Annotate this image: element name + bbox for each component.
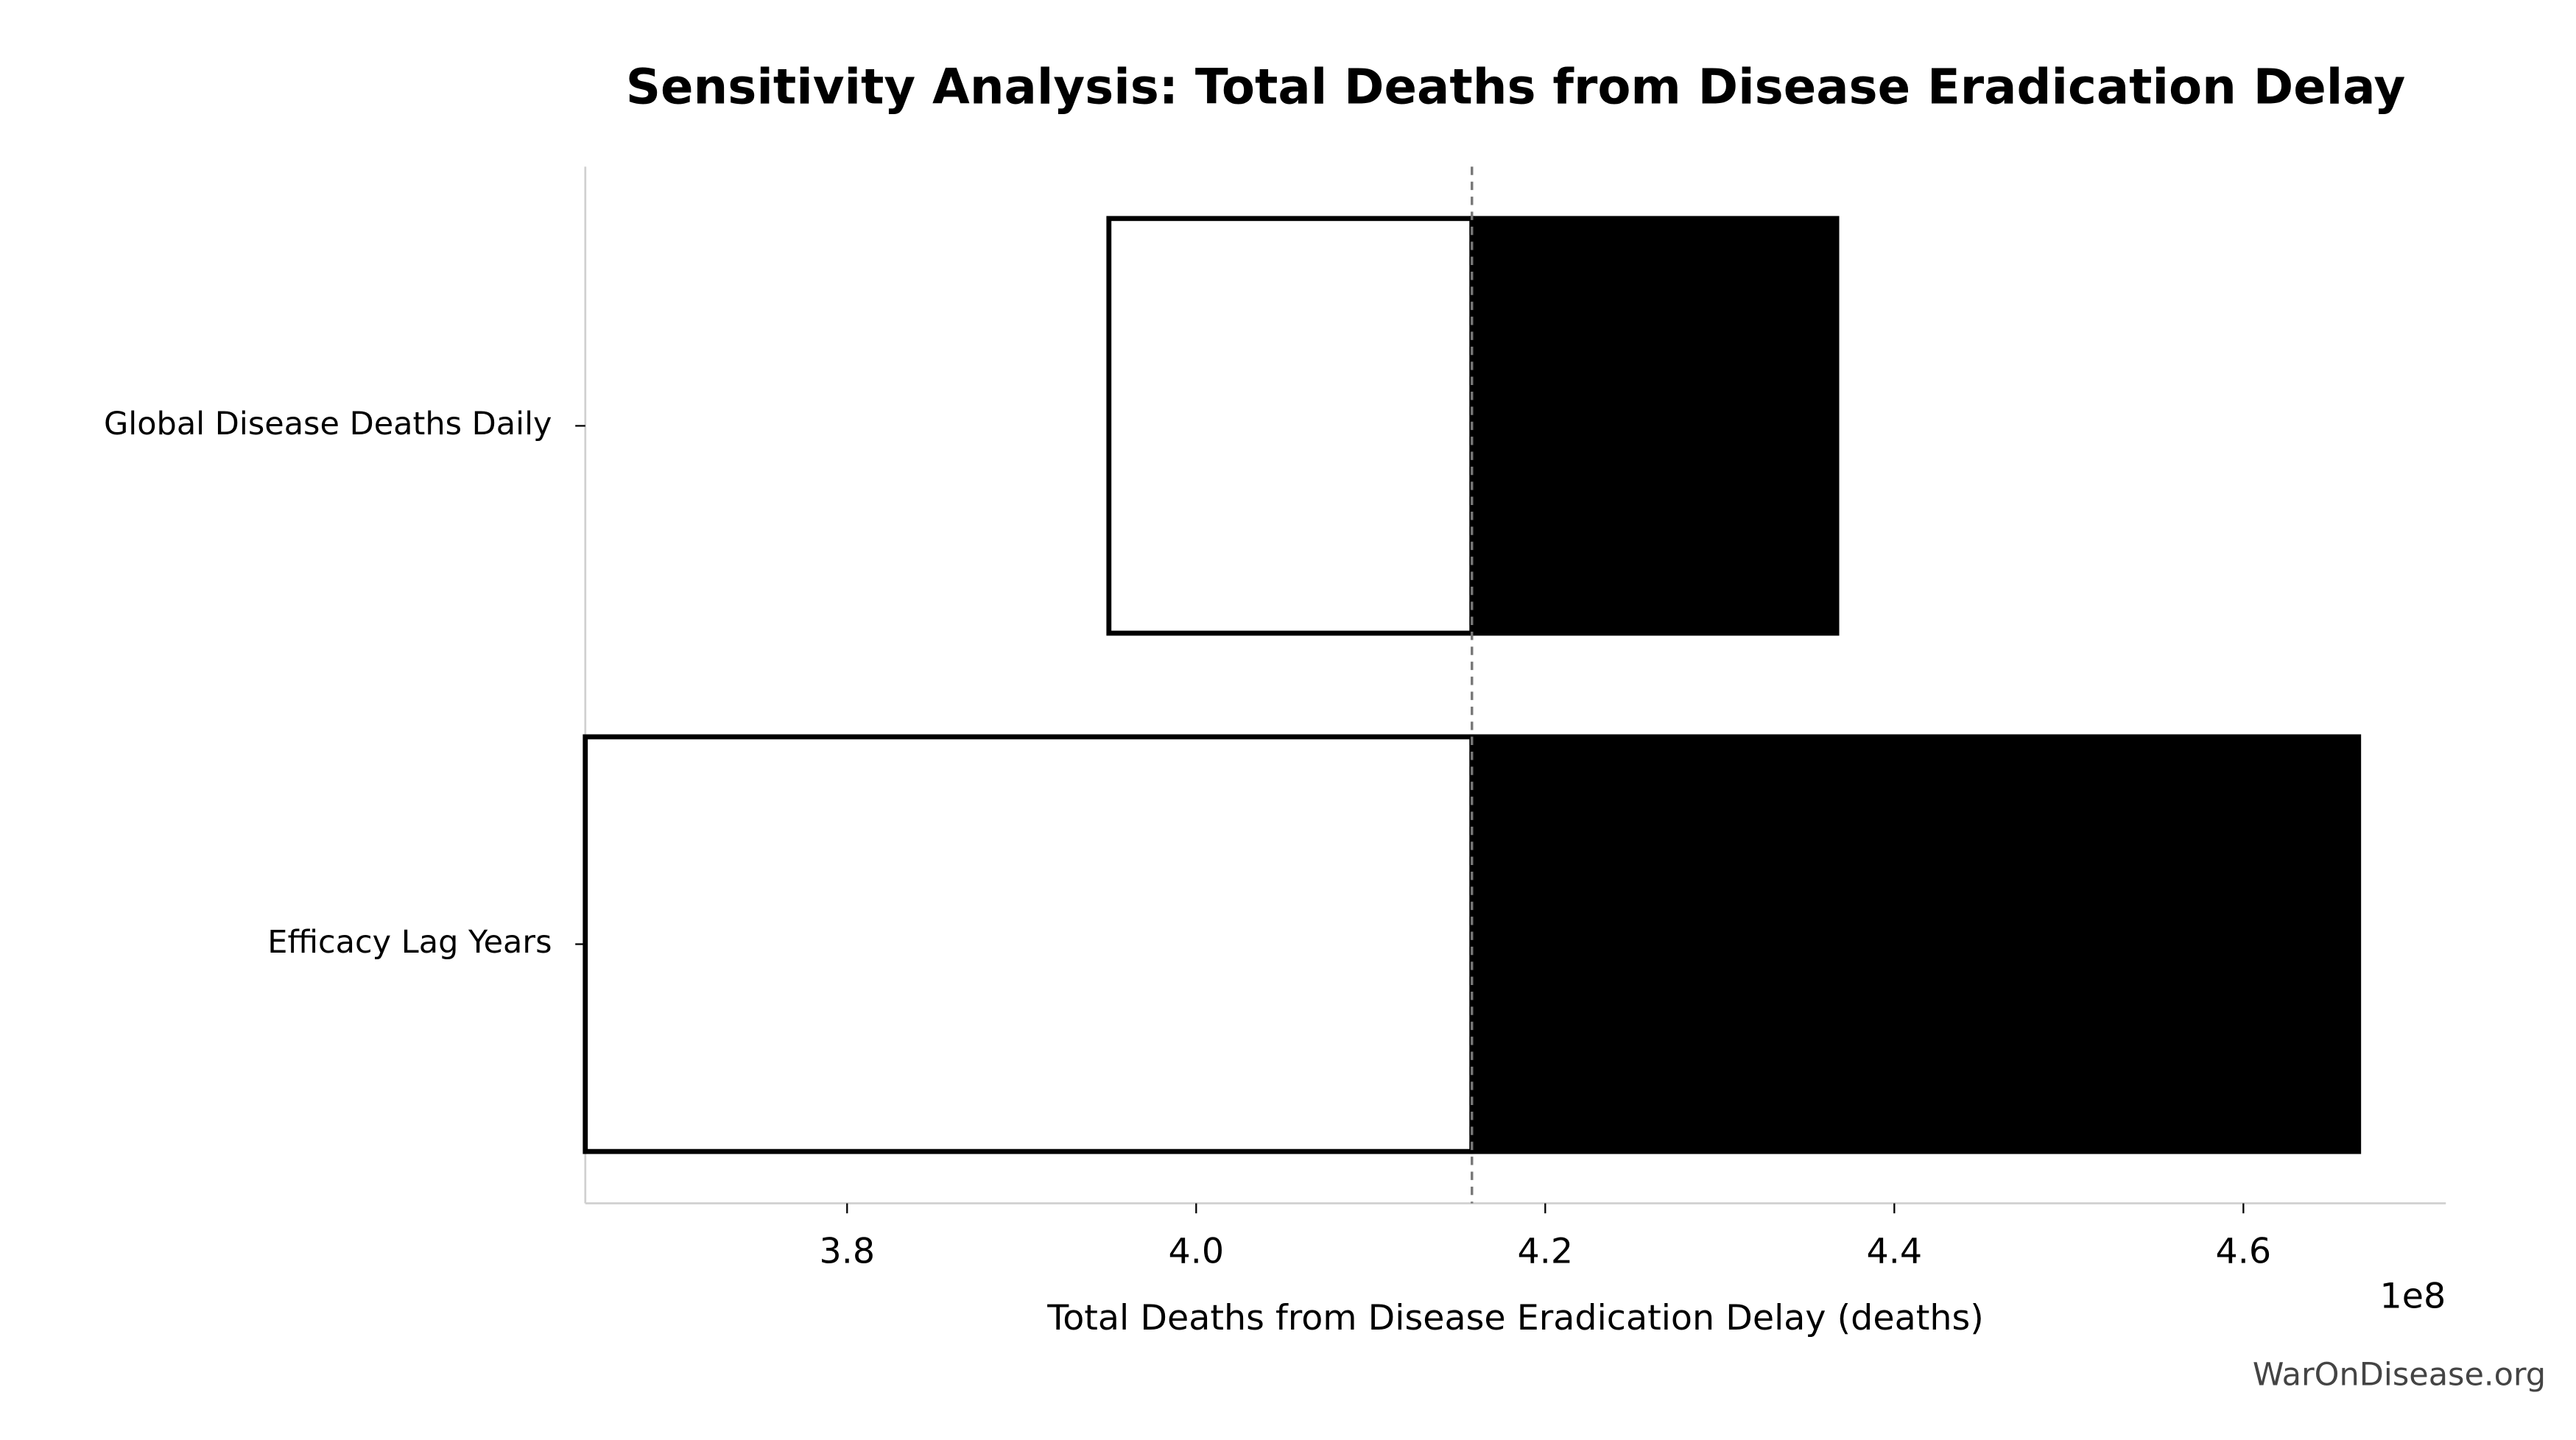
y-tick-label: Efficacy Lag Years — [267, 924, 552, 961]
x-offset-label: 1e8 — [2380, 1277, 2446, 1317]
bar — [583, 734, 1475, 1154]
x-tick-label: 4.0 — [1169, 1231, 1225, 1271]
x-tick-label: 3.8 — [819, 1231, 875, 1271]
bar — [1469, 216, 1840, 636]
y-tick-label: Global Disease Deaths Daily — [104, 406, 552, 442]
bar — [1106, 216, 1475, 636]
watermark: WarOnDisease.org — [2253, 1356, 2546, 1393]
chart-title: Sensitivity Analysis: Total Deaths from … — [626, 59, 2406, 115]
x-tick-label: 4.4 — [1867, 1231, 1923, 1271]
bar — [1469, 734, 2362, 1154]
x-axis-label: Total Deaths from Disease Eradication De… — [1046, 1298, 1984, 1338]
x-tick-label: 4.2 — [1518, 1231, 1574, 1271]
x-tick-label: 4.6 — [2216, 1231, 2272, 1271]
